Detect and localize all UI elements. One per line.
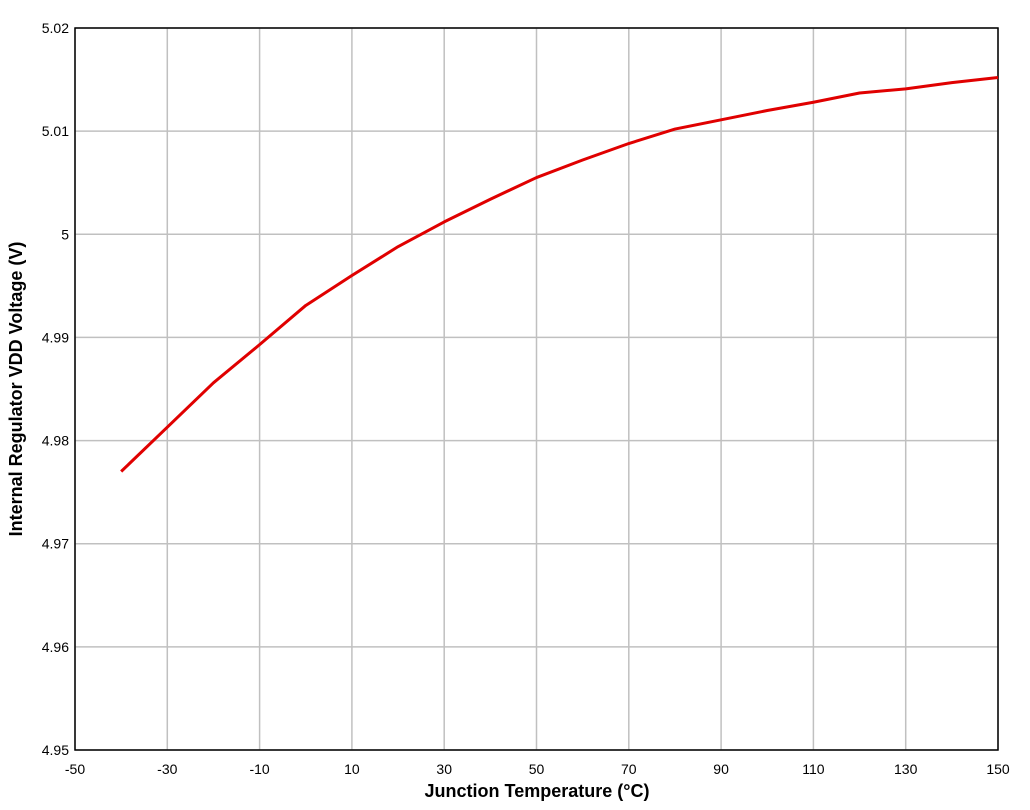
y-tick-label: 4.95 xyxy=(42,742,69,758)
y-tick-label: 4.96 xyxy=(42,639,69,655)
x-tick-label: -10 xyxy=(249,761,269,777)
x-tick-label: -50 xyxy=(65,761,85,777)
y-tick-label: 4.98 xyxy=(42,433,69,449)
x-tick-label: 50 xyxy=(529,761,545,777)
y-tick-label: 4.97 xyxy=(42,536,69,552)
y-tick-label: 5.01 xyxy=(42,123,69,139)
x-tick-label: 90 xyxy=(713,761,729,777)
x-tick-label: 30 xyxy=(436,761,452,777)
x-tick-label: 110 xyxy=(802,761,825,777)
y-tick-label: 4.99 xyxy=(42,329,69,345)
y-tick-label: 5.02 xyxy=(42,20,69,36)
y-tick-label: 5 xyxy=(61,226,69,242)
plot-frame xyxy=(74,27,999,751)
x-tick-label: 10 xyxy=(344,761,360,777)
x-axis-title: Junction Temperature (°C) xyxy=(425,781,650,801)
x-tick-label: 130 xyxy=(894,761,918,777)
x-tick-label: 150 xyxy=(986,761,1010,777)
y-axis-title: Internal Regulator VDD Voltage (V) xyxy=(6,242,26,537)
x-tick-label: -30 xyxy=(157,761,177,777)
data-line xyxy=(120,76,999,473)
x-tick-label: 70 xyxy=(621,761,637,777)
